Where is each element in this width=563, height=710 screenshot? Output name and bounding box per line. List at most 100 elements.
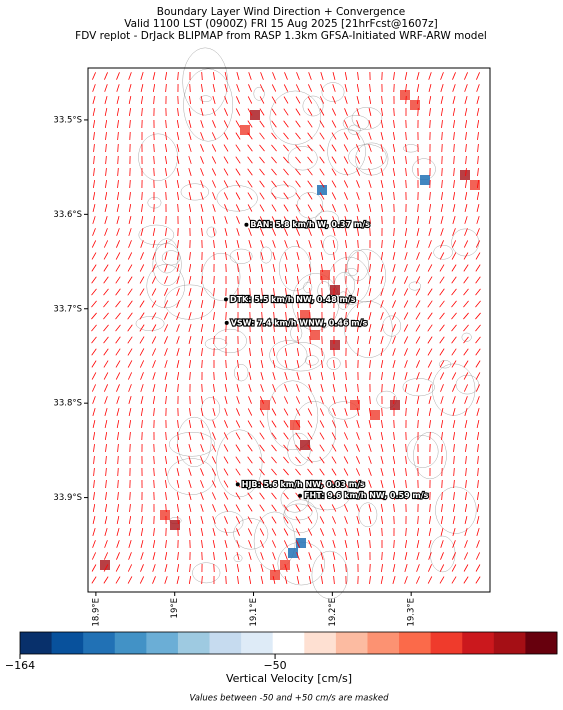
colorbar-swatch [462, 632, 495, 654]
wind-arrow [405, 491, 407, 501]
sink-cell [317, 185, 327, 195]
wind-arrow [440, 419, 444, 429]
station-label: FHT: 9.6 km/h NW, 0.59 m/s [304, 491, 429, 500]
wind-arrow [91, 552, 97, 560]
wind-arrow [380, 264, 384, 272]
terrain-contour [326, 357, 341, 370]
wind-arrow [176, 563, 180, 573]
wind-arrow [189, 251, 191, 261]
wind-arrow [380, 456, 384, 464]
wind-arrow [165, 395, 167, 405]
x-tick-label: 19°E [170, 598, 180, 618]
wind-arrow [153, 455, 155, 465]
wind-arrow [307, 504, 313, 512]
wind-arrow [129, 191, 131, 201]
wind-arrow [259, 492, 265, 500]
wind-arrow [440, 396, 444, 404]
wind-arrow [381, 371, 383, 381]
wind-arrow [223, 156, 229, 164]
wind-arrow [368, 300, 372, 308]
wind-arrow [452, 408, 456, 416]
wind-arrow [356, 408, 360, 416]
wind-arrow [104, 84, 108, 92]
wind-arrow [129, 179, 131, 189]
wind-arrow [128, 396, 132, 404]
wind-arrow [440, 240, 444, 248]
wind-arrow [345, 251, 347, 261]
wind-arrow [297, 287, 299, 297]
wind-arrow [319, 528, 325, 536]
wind-arrow [428, 84, 432, 92]
colorbar-swatch [493, 632, 526, 654]
wind-arrow [223, 132, 229, 140]
wind-arrow [464, 420, 468, 428]
terrain-contour [167, 458, 216, 495]
wind-arrow [91, 360, 97, 368]
wind-arrow [116, 384, 120, 392]
wind-arrow [188, 504, 192, 512]
wind-arrow [117, 479, 119, 489]
wind-arrow [453, 455, 455, 465]
station-label: DTK: 5.5 km/h NW, 0.48 m/s [230, 295, 356, 304]
wind-arrow [271, 492, 277, 500]
wind-arrow [201, 83, 203, 93]
wind-arrow [259, 444, 265, 452]
wind-arrow [188, 359, 192, 369]
wind-arrow [152, 372, 156, 380]
wind-arrow [249, 335, 251, 345]
wind-arrow [271, 420, 277, 428]
y-tick-label: 33.8°S [53, 399, 82, 409]
wind-arrow [271, 204, 277, 212]
wind-arrow [308, 263, 312, 273]
wind-arrow [248, 240, 252, 248]
wind-arrow [331, 108, 337, 116]
wind-arrow [403, 336, 409, 344]
wind-arrow [213, 299, 215, 309]
wind-arrow [381, 419, 383, 429]
wind-arrow [380, 251, 384, 261]
wind-arrow [296, 564, 300, 572]
wind-arrow [283, 120, 289, 128]
wind-arrow [200, 432, 204, 440]
convergence-cell [410, 100, 420, 110]
wind-arrow [464, 119, 468, 129]
terrain-contour [135, 316, 165, 331]
wind-arrow [153, 155, 155, 165]
wind-arrow [259, 156, 265, 164]
wind-arrow [308, 240, 312, 248]
wind-arrow [212, 408, 216, 416]
station-dot [298, 493, 303, 498]
wind-arrow [140, 396, 144, 404]
wind-arrow [285, 323, 287, 333]
wind-arrow [127, 264, 133, 272]
wind-arrow [392, 288, 396, 296]
wind-arrow [368, 324, 372, 332]
wind-arrow [224, 72, 228, 80]
wind-arrow [115, 372, 121, 380]
wind-arrow [271, 84, 277, 92]
wind-arrow [295, 108, 301, 116]
wind-arrow [128, 515, 132, 525]
wind-arrow [429, 431, 431, 441]
wind-arrow [248, 72, 252, 80]
wind-arrow [212, 227, 216, 237]
terrain-contour [455, 374, 479, 395]
wind-arrow [224, 96, 228, 104]
wind-arrow [284, 552, 288, 560]
wind-arrow [368, 192, 372, 200]
wind-arrow [369, 263, 371, 273]
wind-arrow [357, 335, 359, 345]
wind-arrow [152, 564, 156, 572]
wind-arrow [428, 72, 432, 80]
wind-arrow [343, 480, 349, 488]
title: Valid 1100 LST (0900Z) FRI 15 Aug 2025 [… [124, 18, 437, 30]
wind-arrow [200, 480, 204, 488]
wind-arrow [188, 312, 192, 320]
wind-arrow [247, 156, 253, 164]
wind-arrow [405, 143, 407, 153]
colorbar-note: Values between -50 and +50 cm/s are mask… [189, 694, 389, 704]
wind-arrow [308, 552, 312, 560]
wind-arrow [103, 348, 109, 356]
wind-arrow [165, 83, 167, 93]
wind-arrow [380, 276, 384, 284]
